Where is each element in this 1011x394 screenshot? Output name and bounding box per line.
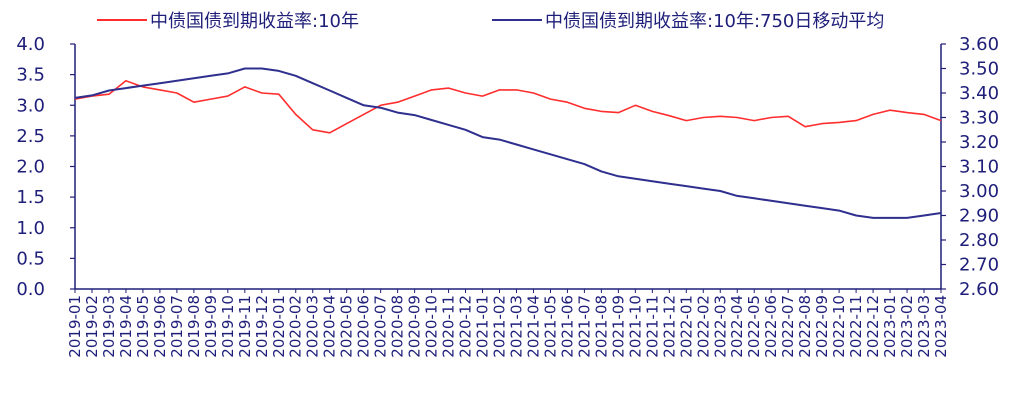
x-tick-label: 2023-02 <box>898 295 916 358</box>
y-right-tick-label: 3.50 <box>959 59 999 80</box>
series-line-2 <box>74 67 942 219</box>
x-tick-label: 2020-05 <box>338 295 356 358</box>
x-tick-label: 2020-07 <box>372 295 390 358</box>
y-left-tick-label: 4.0 <box>16 34 45 55</box>
y-right-tick-label: 2.60 <box>959 279 999 300</box>
x-tick-label: 2021-11 <box>643 295 661 358</box>
x-tick-label: 2020-02 <box>287 295 305 358</box>
x-tick-label: 2019-02 <box>83 295 101 358</box>
y-right-tick-label: 3.60 <box>959 34 999 55</box>
y-right-tick-label: 3.40 <box>959 83 999 104</box>
x-tick-label: 2021-10 <box>626 295 644 358</box>
y-right-tick-label: 2.70 <box>959 255 999 276</box>
legend-label-series-1: 中债国债到期收益率:10年 <box>150 11 359 32</box>
y-left-tick-label: 0.5 <box>16 248 45 269</box>
y-right-tick-label: 2.80 <box>959 230 999 251</box>
x-tick-label: 2022-12 <box>864 295 882 358</box>
y-right-tick-label: 3.20 <box>959 132 999 153</box>
x-tick-label: 2020-08 <box>389 295 407 358</box>
legend-label-series-2: 中债国债到期收益率:10年:750日移动平均 <box>545 11 884 32</box>
x-tick-label: 2021-07 <box>575 295 593 358</box>
y-left-tick-label: 1.0 <box>16 218 45 239</box>
series-line-1 <box>74 80 942 134</box>
x-tick-label: 2019-06 <box>151 295 169 358</box>
x-tick-label: 2022-01 <box>677 295 695 358</box>
x-tick-label: 2021-05 <box>541 295 559 358</box>
x-tick-label: 2019-10 <box>219 295 237 358</box>
y-right-tick-label: 3.10 <box>959 157 999 178</box>
y-left-tick-label: 3.0 <box>16 95 45 116</box>
x-tick-label: 2021-03 <box>507 295 525 358</box>
x-tick-label: 2020-09 <box>406 295 424 358</box>
series-lines <box>74 67 942 219</box>
x-tick-label: 2022-08 <box>796 295 814 358</box>
x-tick-label: 2022-09 <box>813 295 831 358</box>
y-left-tick-label: 2.0 <box>16 157 45 178</box>
x-tick-label: 2020-10 <box>423 295 441 358</box>
x-tick-label: 2022-11 <box>847 295 865 358</box>
x-tick-label: 2021-12 <box>660 295 678 358</box>
x-tick-label: 2019-09 <box>202 295 220 358</box>
x-tick-label: 2022-05 <box>745 295 763 358</box>
x-tick-label: 2019-07 <box>168 295 186 358</box>
x-tick-label: 2019-05 <box>134 295 152 358</box>
y-left-tick-label: 1.5 <box>16 187 45 208</box>
x-tick-label: 2021-08 <box>592 295 610 358</box>
x-tick-label: 2019-11 <box>236 295 254 358</box>
legend: 中债国债到期收益率:10年 中债国债到期收益率:10年:750日移动平均 <box>97 11 884 32</box>
x-tick-label: 2022-07 <box>779 295 797 358</box>
x-tick-label: 2021-04 <box>524 295 542 358</box>
x-tick-label: 2019-12 <box>253 295 271 358</box>
x-tick-label: 2021-01 <box>474 295 492 358</box>
x-tick-label: 2022-04 <box>728 295 746 358</box>
x-tick-label: 2019-03 <box>100 295 118 358</box>
y-left-tick-label: 0.0 <box>16 279 45 300</box>
y-right-tick-label: 2.90 <box>959 206 999 227</box>
x-tick-label: 2019-08 <box>185 295 203 358</box>
x-tick-label: 2020-01 <box>270 295 288 358</box>
x-tick-label: 2023-01 <box>881 295 899 358</box>
x-tick-label: 2022-02 <box>694 295 712 358</box>
x-tick-label: 2020-04 <box>321 295 339 358</box>
x-tick-label: 2019-01 <box>66 295 84 358</box>
x-tick-label: 2020-12 <box>457 295 475 358</box>
y-right-tick-label: 3.30 <box>959 108 999 129</box>
x-tick-label: 2023-04 <box>932 295 950 358</box>
x-tick-label: 2020-06 <box>355 295 373 358</box>
x-tick-label: 2021-02 <box>491 295 509 358</box>
x-tick-label: 2022-10 <box>830 295 848 358</box>
x-tick-label: 2020-03 <box>304 295 322 358</box>
y-left-tick-label: 3.5 <box>16 65 45 86</box>
x-tick-label: 2022-03 <box>711 295 729 358</box>
x-tick-label: 2021-06 <box>558 295 576 358</box>
axes: 0.0 0.5 1.0 1.5 2.0 2.5 3.0 3.5 4.0 2.60 2.70 2.80 2… <box>16 34 999 358</box>
x-tick-label: 2023-03 <box>915 295 933 358</box>
x-tick-label: 2022-06 <box>762 295 780 358</box>
y-left-tick-label: 2.5 <box>16 126 45 147</box>
x-tick-label: 2019-04 <box>117 295 135 358</box>
y-right-tick-label: 3.00 <box>959 181 999 202</box>
x-tick-label: 2020-11 <box>440 295 458 358</box>
x-tick-label: 2021-09 <box>609 295 627 358</box>
